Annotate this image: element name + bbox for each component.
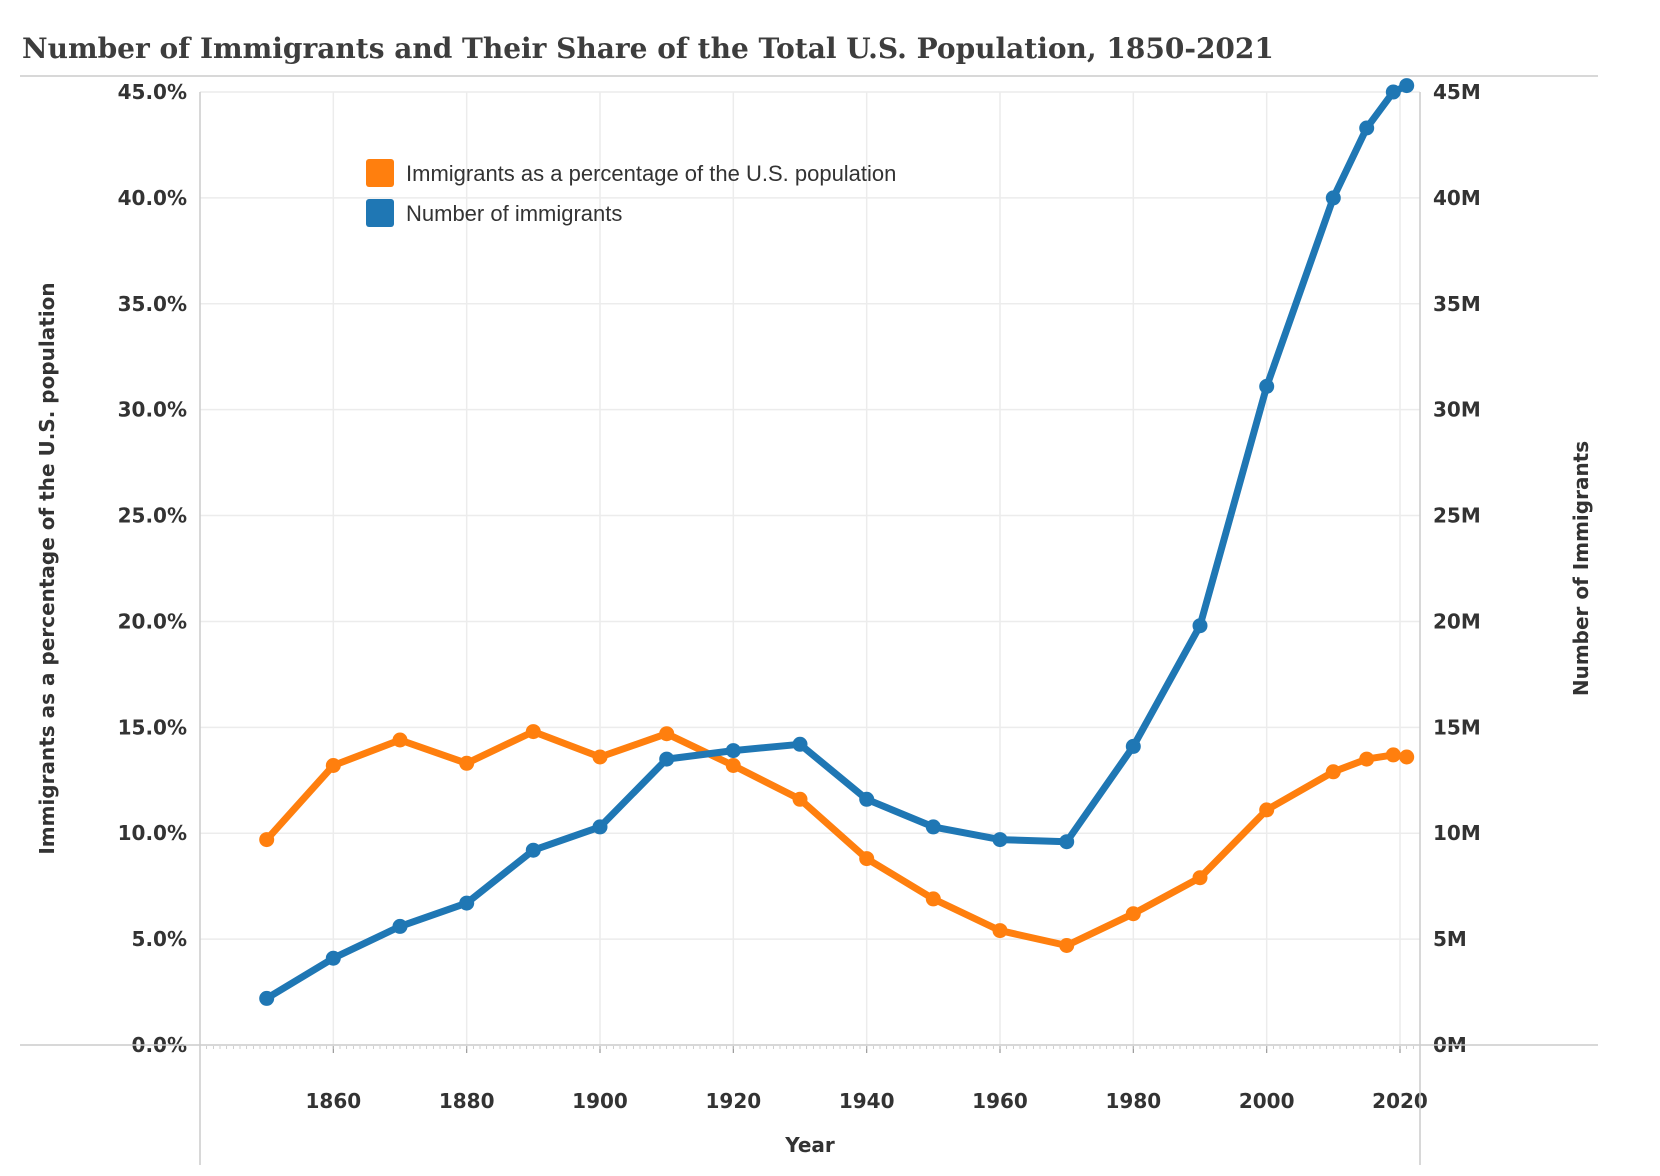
data-point xyxy=(725,758,741,773)
y-right-tick-label: 35M xyxy=(1433,292,1481,316)
series-line xyxy=(263,82,1411,1002)
series-percentage xyxy=(259,724,1415,953)
x-tick-label: 1880 xyxy=(439,1089,495,1113)
data-point xyxy=(459,755,475,771)
data-point xyxy=(1259,378,1275,394)
legend: Immigrants as a percentage of the U.S. p… xyxy=(366,159,896,227)
data-point xyxy=(1385,84,1401,100)
x-tick-label: 1900 xyxy=(572,1089,628,1113)
data-point xyxy=(1399,749,1415,765)
data-point xyxy=(992,832,1008,848)
y-left-tick-label: 35.0% xyxy=(118,292,187,316)
y-axis-left-title: Immigrants as a percentage of the U.S. p… xyxy=(35,282,59,854)
y-left-tick-label: 45.0% xyxy=(118,80,187,104)
y-right-tick-label: 20M xyxy=(1433,609,1481,633)
data-point xyxy=(1192,618,1208,634)
x-tick-label: 1920 xyxy=(705,1089,761,1113)
data-point xyxy=(525,842,541,858)
series-lines xyxy=(259,78,1415,1006)
data-point xyxy=(792,736,808,752)
data-point xyxy=(1192,870,1208,886)
data-point xyxy=(1325,764,1341,780)
data-point xyxy=(1399,78,1415,94)
y-left-tick-label: 40.0% xyxy=(118,186,187,210)
data-point xyxy=(1125,738,1141,754)
data-point xyxy=(659,751,675,767)
x-tick-label: 1960 xyxy=(972,1089,1028,1113)
y-right-tick-label: 30M xyxy=(1433,398,1481,422)
data-point xyxy=(925,891,941,907)
y-right-tick-label: 10M xyxy=(1433,821,1481,845)
series-line xyxy=(263,728,1411,949)
y-right-tick-label: 40M xyxy=(1433,186,1481,210)
series-number xyxy=(259,78,1415,1006)
y-right-tick-label: 25M xyxy=(1433,504,1481,528)
data-point xyxy=(592,819,608,835)
x-tick-label: 1860 xyxy=(305,1089,361,1113)
legend-swatch-number xyxy=(366,199,394,227)
data-point xyxy=(1125,906,1141,922)
data-point xyxy=(1325,190,1341,206)
data-point xyxy=(992,923,1008,939)
y-left-tick-label: 15.0% xyxy=(118,715,187,739)
data-point xyxy=(725,743,741,759)
legend-label-number: Number of immigrants xyxy=(406,201,622,226)
data-point xyxy=(1359,751,1375,767)
data-point xyxy=(392,732,408,748)
y-left-tick-label: 25.0% xyxy=(118,504,187,528)
data-point xyxy=(1059,938,1075,953)
data-point xyxy=(459,895,475,911)
data-point xyxy=(1385,747,1401,763)
chart-title: Number of Immigrants and Their Share of … xyxy=(22,32,1274,65)
data-point xyxy=(925,819,941,835)
y-right-tick-label: 15M xyxy=(1433,715,1481,739)
data-point xyxy=(659,726,675,742)
data-point xyxy=(259,832,275,848)
data-point xyxy=(859,851,875,867)
y-left-tick-label: 5.0% xyxy=(132,927,187,951)
x-axis-title: Year xyxy=(784,1133,835,1157)
y-right-tick-label: 5M xyxy=(1433,927,1467,951)
data-point xyxy=(525,724,541,740)
x-tick-label: 1940 xyxy=(839,1089,895,1113)
y-left-tick-label: 30.0% xyxy=(118,398,187,422)
data-point xyxy=(392,918,408,934)
data-point xyxy=(1259,802,1275,818)
y-axis-right-title: Number of Immigrants xyxy=(1569,441,1593,696)
axes: 0.0%5.0%10.0%15.0%20.0%25.0%30.0%35.0%40… xyxy=(20,80,1598,1165)
data-point xyxy=(259,990,275,1006)
data-point xyxy=(1059,834,1075,850)
legend-swatch-percentage xyxy=(366,159,394,187)
gridlines xyxy=(200,91,1420,1045)
data-point xyxy=(325,950,341,966)
x-tick-label: 2000 xyxy=(1239,1089,1295,1113)
y-right-tick-label: 45M xyxy=(1433,80,1481,104)
x-tick-label: 1980 xyxy=(1105,1089,1161,1113)
data-point xyxy=(1359,120,1375,136)
data-point xyxy=(859,791,875,807)
data-point xyxy=(592,749,608,765)
legend-label-percentage: Immigrants as a percentage of the U.S. p… xyxy=(406,161,896,186)
x-tick-label: 2020 xyxy=(1372,1089,1428,1113)
y-left-tick-label: 20.0% xyxy=(118,609,187,633)
y-left-tick-label: 10.0% xyxy=(118,821,187,845)
data-point xyxy=(325,758,341,773)
data-point xyxy=(792,791,808,807)
